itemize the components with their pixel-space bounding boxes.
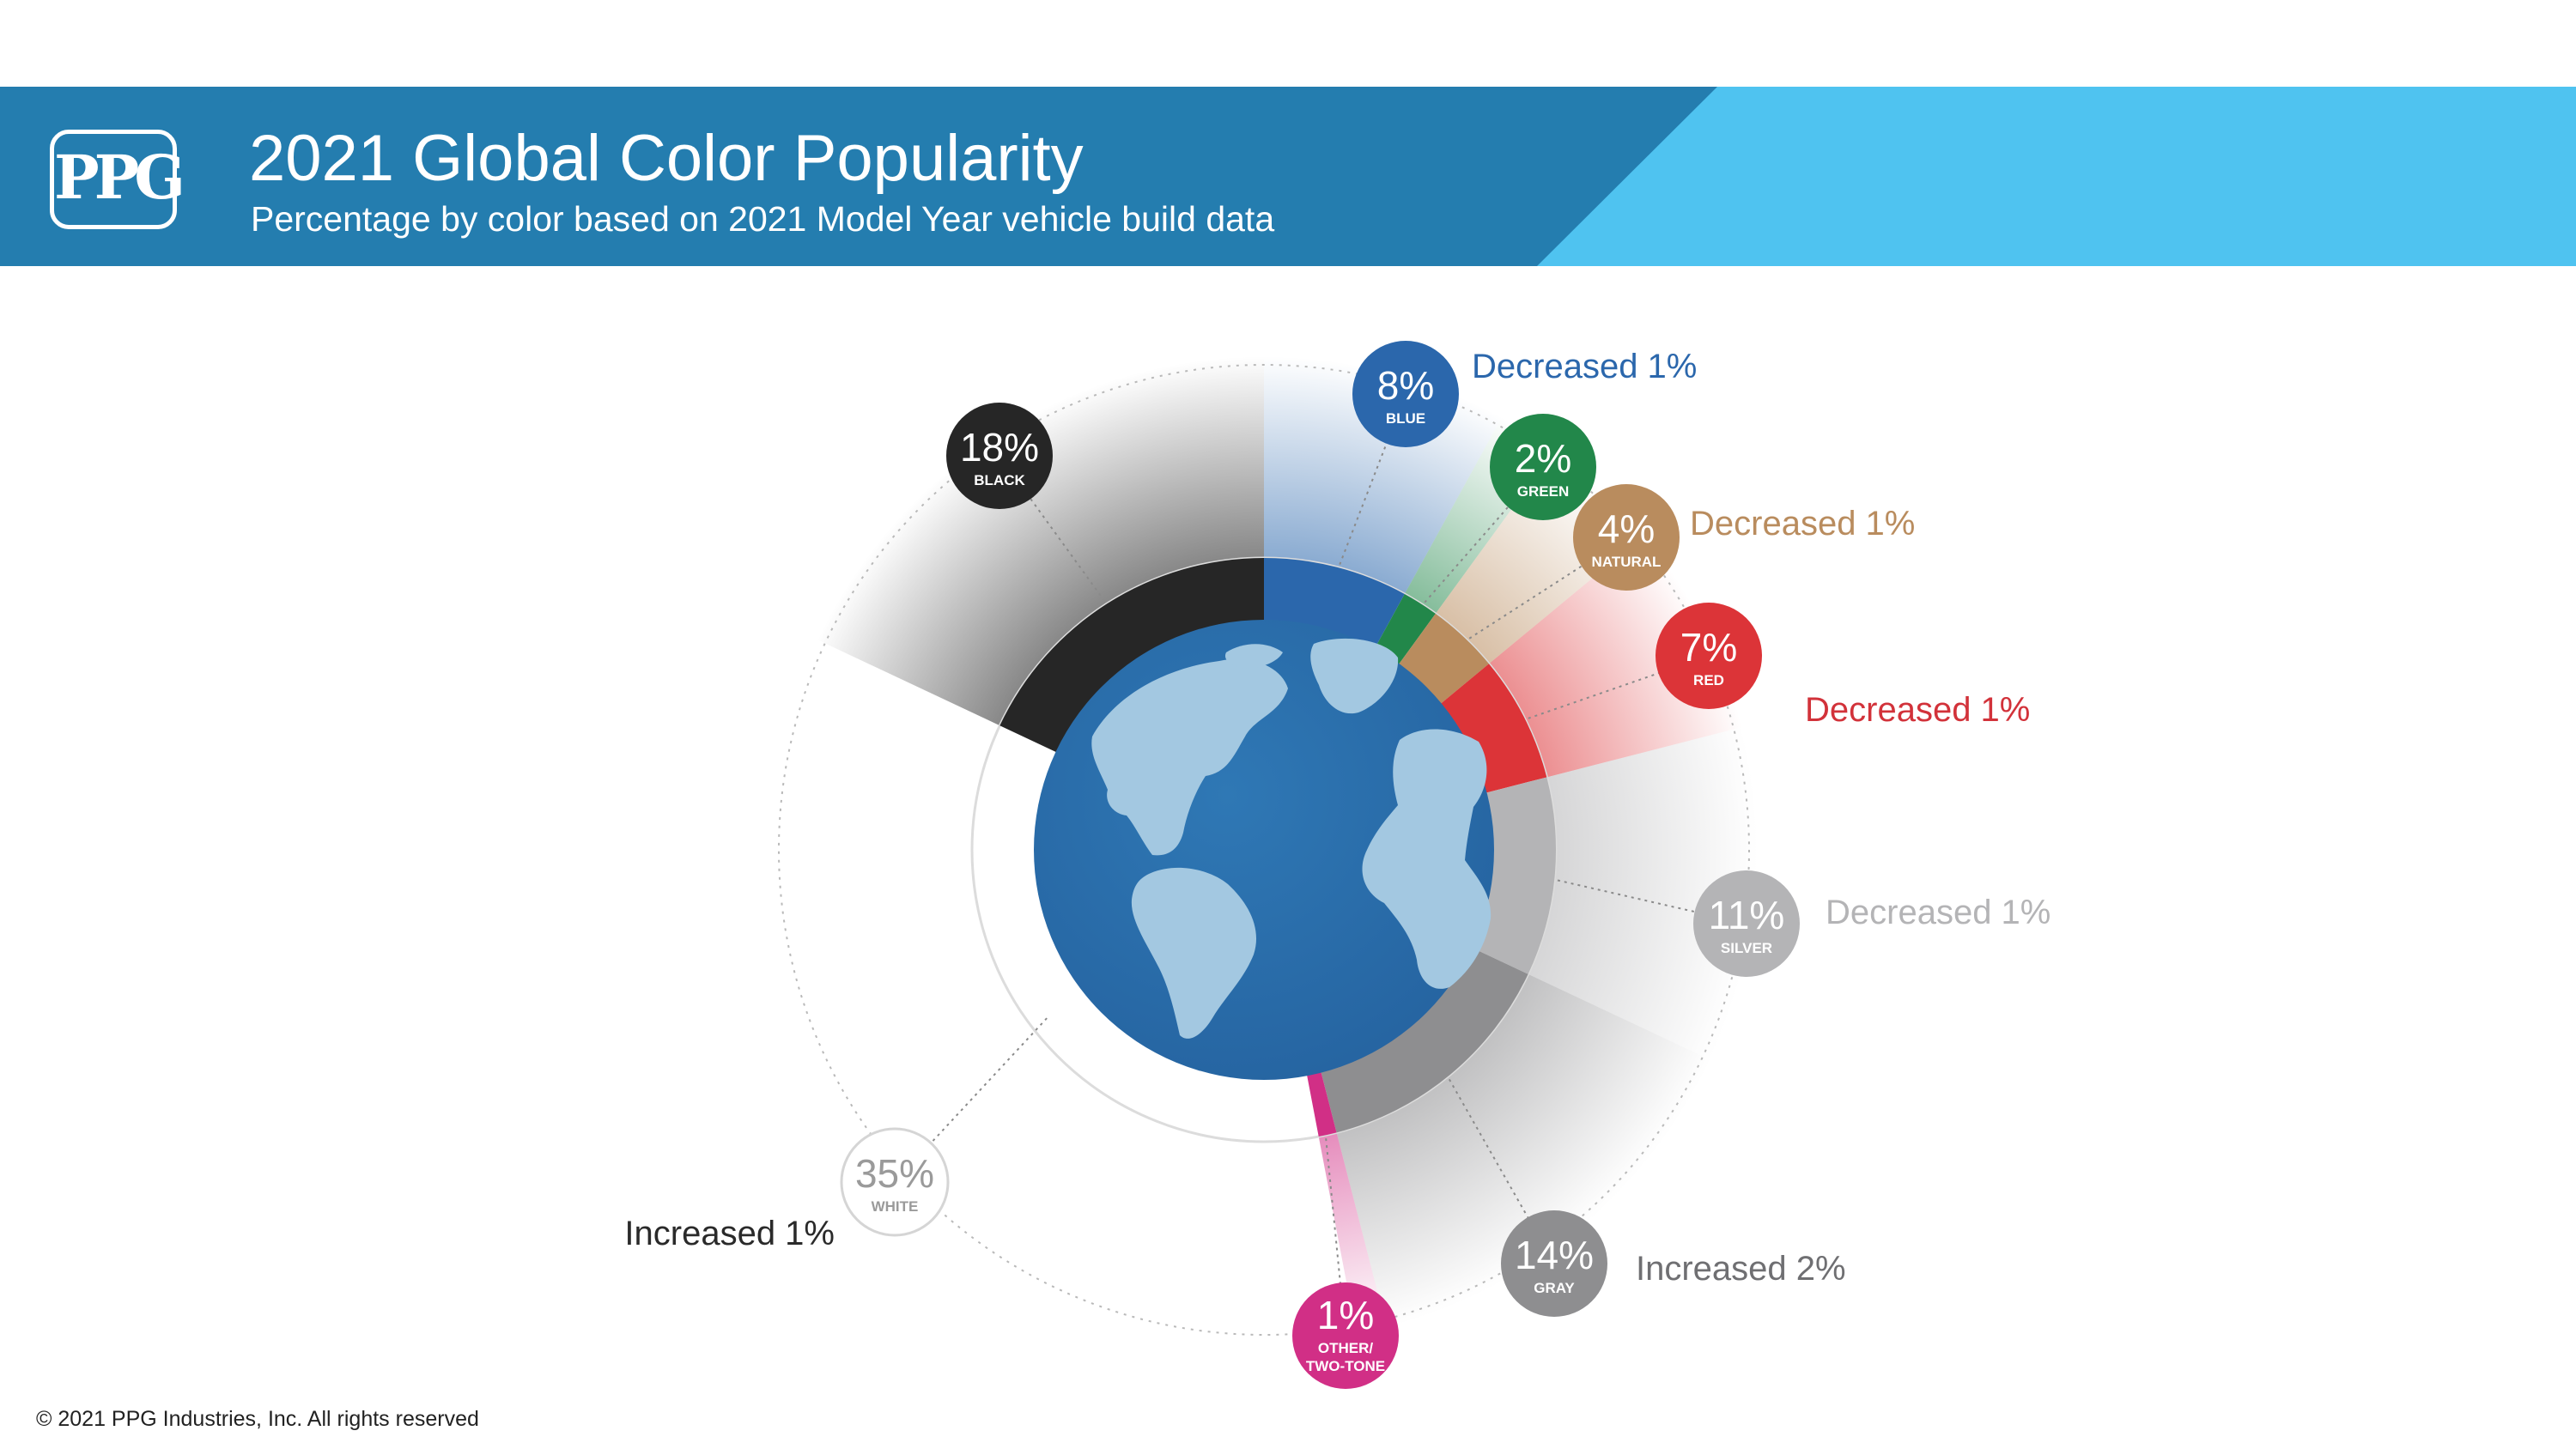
bubble-white: 35% WHITE [840, 1127, 950, 1237]
bubble-label-gray: GRAY [1534, 1280, 1575, 1296]
bubble-blue: 8% BLUE [1352, 341, 1459, 447]
bubble-circle-other-two-tone [1292, 1282, 1399, 1389]
bubble-percent-silver: 11% [1709, 893, 1785, 937]
change-label-natural: Decreased 1% [1690, 505, 1915, 543]
halo-wedge-black [817, 356, 1264, 726]
change-label-silver: Decreased 1% [1826, 894, 2050, 931]
south-america-shape [1131, 867, 1257, 1039]
bubble-percent-natural: 4% [1598, 506, 1655, 551]
ring-segment-other-two-tone [1306, 1070, 1337, 1137]
halo-wedge-silver [1528, 727, 1758, 1060]
bubble-circle-silver [1693, 870, 1800, 977]
change-layer: Decreased 1% Decreased 1% Decreased 1% Decr… [624, 348, 2050, 1288]
header-dark-band [0, 87, 1717, 266]
outer-dotted-guide [778, 364, 1750, 1336]
bubble-label-green: GREEN [1517, 483, 1569, 500]
bubble-circle-red [1656, 603, 1762, 709]
copyright-footer: © 2021 PPG Industries, Inc. All rights r… [36, 1407, 479, 1431]
halo-wedge-red [1488, 535, 1742, 778]
change-label-blue: Decreased 1% [1472, 348, 1697, 385]
bubble-circle-gray [1501, 1210, 1607, 1317]
bubble-label-red: RED [1693, 672, 1724, 688]
bubble-other-two-tone: 1% OTHER/TWO-TONE [1292, 1282, 1399, 1389]
ring-segment-green [1374, 594, 1436, 665]
ring-segment-gray [1321, 947, 1528, 1133]
bubble-circle-black [946, 403, 1053, 509]
header-band: PPG 2021 Global Color Popularity Percent… [0, 87, 2576, 266]
leader-line-red [1508, 655, 1710, 726]
bubble-percent-red: 7% [1680, 625, 1737, 670]
bubble-natural: 4% NATURAL [1573, 484, 1680, 591]
bubble-red: 7% RED [1656, 603, 1762, 709]
bubble-label-silver: SILVER [1721, 940, 1772, 956]
change-label-gray: Increased 2% [1636, 1250, 1846, 1288]
bubble-layer: 8% BLUE 2% GREEN 4% NATURAL 7% RED 11% SILVER 14% G… [840, 341, 1800, 1389]
bubble-percent-blue: 8% [1377, 363, 1434, 408]
globe-illustration [1034, 620, 1494, 1080]
bubble-label-other-two-tone: TWO-TONE [1306, 1358, 1385, 1374]
bubble-silver: 11% SILVER [1693, 870, 1800, 977]
bubble-green: 2% GREEN [1490, 414, 1596, 520]
bubble-percent-black: 18% [960, 425, 1039, 470]
halo-wedge-other-two-tone [1318, 1132, 1387, 1335]
header-background [0, 87, 2576, 266]
bubble-circle-natural [1573, 484, 1680, 591]
greenland-shape [1310, 638, 1399, 714]
bubble-percent-gray: 14% [1515, 1233, 1594, 1277]
bubble-label-black: BLACK [974, 472, 1025, 488]
bubble-label-blue: BLUE [1386, 410, 1425, 427]
ring-segment-black [999, 558, 1264, 753]
bubble-label-white: WHITE [872, 1198, 919, 1215]
bubble-gray: 14% GRAY [1501, 1210, 1607, 1317]
halo-wedge-gray [1336, 973, 1711, 1328]
leader-line-other-two-tone [1322, 1118, 1346, 1337]
bubble-black: 18% BLACK [946, 403, 1053, 509]
ring-layer [999, 558, 1556, 1137]
bubble-circle-blue [1352, 341, 1459, 447]
europe-africa-shape [1362, 729, 1492, 989]
bubble-percent-other-two-tone: 1% [1317, 1293, 1374, 1337]
bubble-label-other-two-tone: OTHER/ [1318, 1340, 1374, 1356]
ppg-logo: PPG [50, 130, 185, 229]
bubble-label-natural: NATURAL [1592, 554, 1662, 570]
arctic-islands-shape [1224, 644, 1283, 669]
change-label-white: Increased 1% [624, 1215, 835, 1252]
change-label-red: Decreased 1% [1805, 691, 2030, 729]
bubble-percent-green: 2% [1515, 436, 1571, 481]
north-america-shape [1091, 658, 1288, 856]
page-title: 2021 Global Color Popularity [249, 122, 1084, 195]
ring-segment-red [1439, 664, 1547, 793]
ring-segment-blue [1264, 558, 1405, 650]
page-subtitle: Percentage by color based on 2021 Model … [251, 199, 1275, 239]
bubble-circle-green [1490, 414, 1596, 520]
bubble-percent-white: 35% [855, 1151, 934, 1196]
bubble-circle-white [840, 1127, 950, 1237]
halo-layer [817, 356, 1758, 1335]
